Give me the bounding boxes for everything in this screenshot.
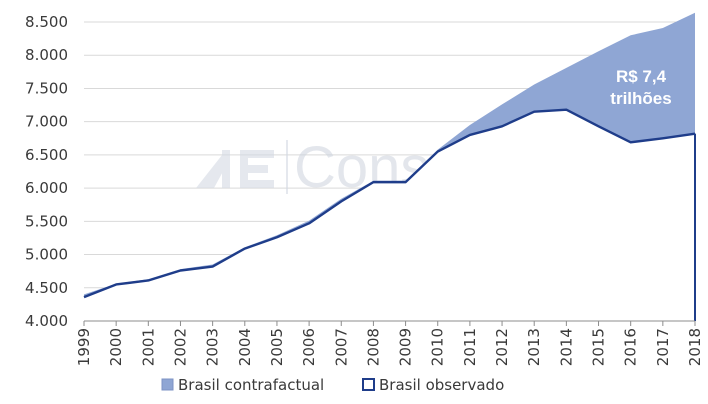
x-tick-label: 2012 bbox=[493, 328, 511, 366]
y-tick-label: 5.500 bbox=[25, 212, 68, 230]
y-tick-label: 6.000 bbox=[25, 179, 68, 197]
x-tick-label: 2016 bbox=[622, 328, 640, 366]
x-tick-label: 2014 bbox=[557, 328, 575, 366]
legend-label-brasil-observado: Brasil observado bbox=[379, 376, 504, 394]
legend-swatch-brasil-observado bbox=[362, 378, 375, 391]
y-tick-label: 7.500 bbox=[25, 79, 68, 97]
y-tick-label: 7.000 bbox=[25, 113, 68, 131]
x-tick-label: 2002 bbox=[171, 328, 189, 366]
x-tick-label: 2011 bbox=[461, 328, 479, 366]
x-tick-label: 2003 bbox=[204, 328, 222, 366]
watermark: Cons bbox=[196, 135, 429, 200]
series-area-brasil-observado bbox=[84, 109, 695, 321]
y-axis-labels: 4.000 4.500 5.000 5.500 6.000 6.500 7.000 7.500… bbox=[25, 13, 68, 330]
x-tick-label: 2017 bbox=[654, 328, 672, 366]
x-tick-label: 2010 bbox=[429, 328, 447, 366]
x-tick-label: 2009 bbox=[397, 328, 415, 366]
x-axis-labels: 1999 2000 2001 2002 2003 2004 2005 2006 2007 2008… bbox=[75, 328, 704, 366]
annotation: R$ 7,4 trilhões bbox=[610, 67, 671, 108]
annotation-line1: R$ 7,4 bbox=[616, 67, 667, 86]
y-tick-label: 5.000 bbox=[25, 246, 68, 264]
y-tick-label: 8.500 bbox=[25, 13, 68, 31]
legend: Brasil contrafactual Brasil observado bbox=[161, 376, 504, 394]
x-tick-label: 2001 bbox=[139, 328, 157, 366]
x-tick-label: 2013 bbox=[525, 328, 543, 366]
legend-item-brasil-contrafactual: Brasil contrafactual bbox=[161, 376, 324, 394]
y-tick-label: 4.500 bbox=[25, 279, 68, 297]
x-tick-label: 1999 bbox=[75, 328, 93, 366]
gridlines bbox=[84, 21, 695, 289]
y-tick-label: 6.500 bbox=[25, 146, 68, 164]
y-tick-label: 8.000 bbox=[25, 46, 68, 64]
x-tick-label: 2004 bbox=[236, 328, 254, 366]
x-tick-label: 2008 bbox=[364, 328, 382, 366]
x-tick-label: 2007 bbox=[332, 328, 350, 366]
watermark-logo-mark bbox=[196, 140, 288, 194]
legend-swatch-brasil-contrafactual bbox=[161, 378, 174, 391]
annotation-line2: trilhões bbox=[610, 89, 671, 108]
y-tick-label: 4.000 bbox=[25, 312, 68, 330]
legend-label-brasil-contrafactual: Brasil contrafactual bbox=[178, 376, 324, 394]
legend-item-brasil-observado: Brasil observado bbox=[362, 376, 504, 394]
x-tick-label: 2015 bbox=[590, 328, 608, 366]
series-line-brasil-observado bbox=[83, 108, 696, 299]
x-tick-label: 2000 bbox=[107, 328, 125, 366]
x-tick-label: 2018 bbox=[686, 328, 704, 366]
x-axis-ticks bbox=[83, 321, 696, 326]
x-tick-label: 2006 bbox=[300, 328, 318, 366]
x-tick-label: 2005 bbox=[268, 328, 286, 366]
